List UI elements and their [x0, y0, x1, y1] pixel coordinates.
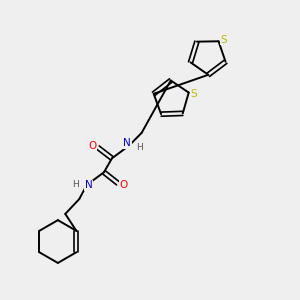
Text: N: N [85, 180, 93, 190]
Text: S: S [220, 35, 227, 45]
Text: H: H [72, 180, 79, 189]
Text: O: O [88, 141, 97, 151]
Text: O: O [119, 180, 128, 190]
Text: H: H [136, 142, 143, 152]
Text: N: N [123, 138, 131, 148]
Text: S: S [191, 89, 197, 99]
